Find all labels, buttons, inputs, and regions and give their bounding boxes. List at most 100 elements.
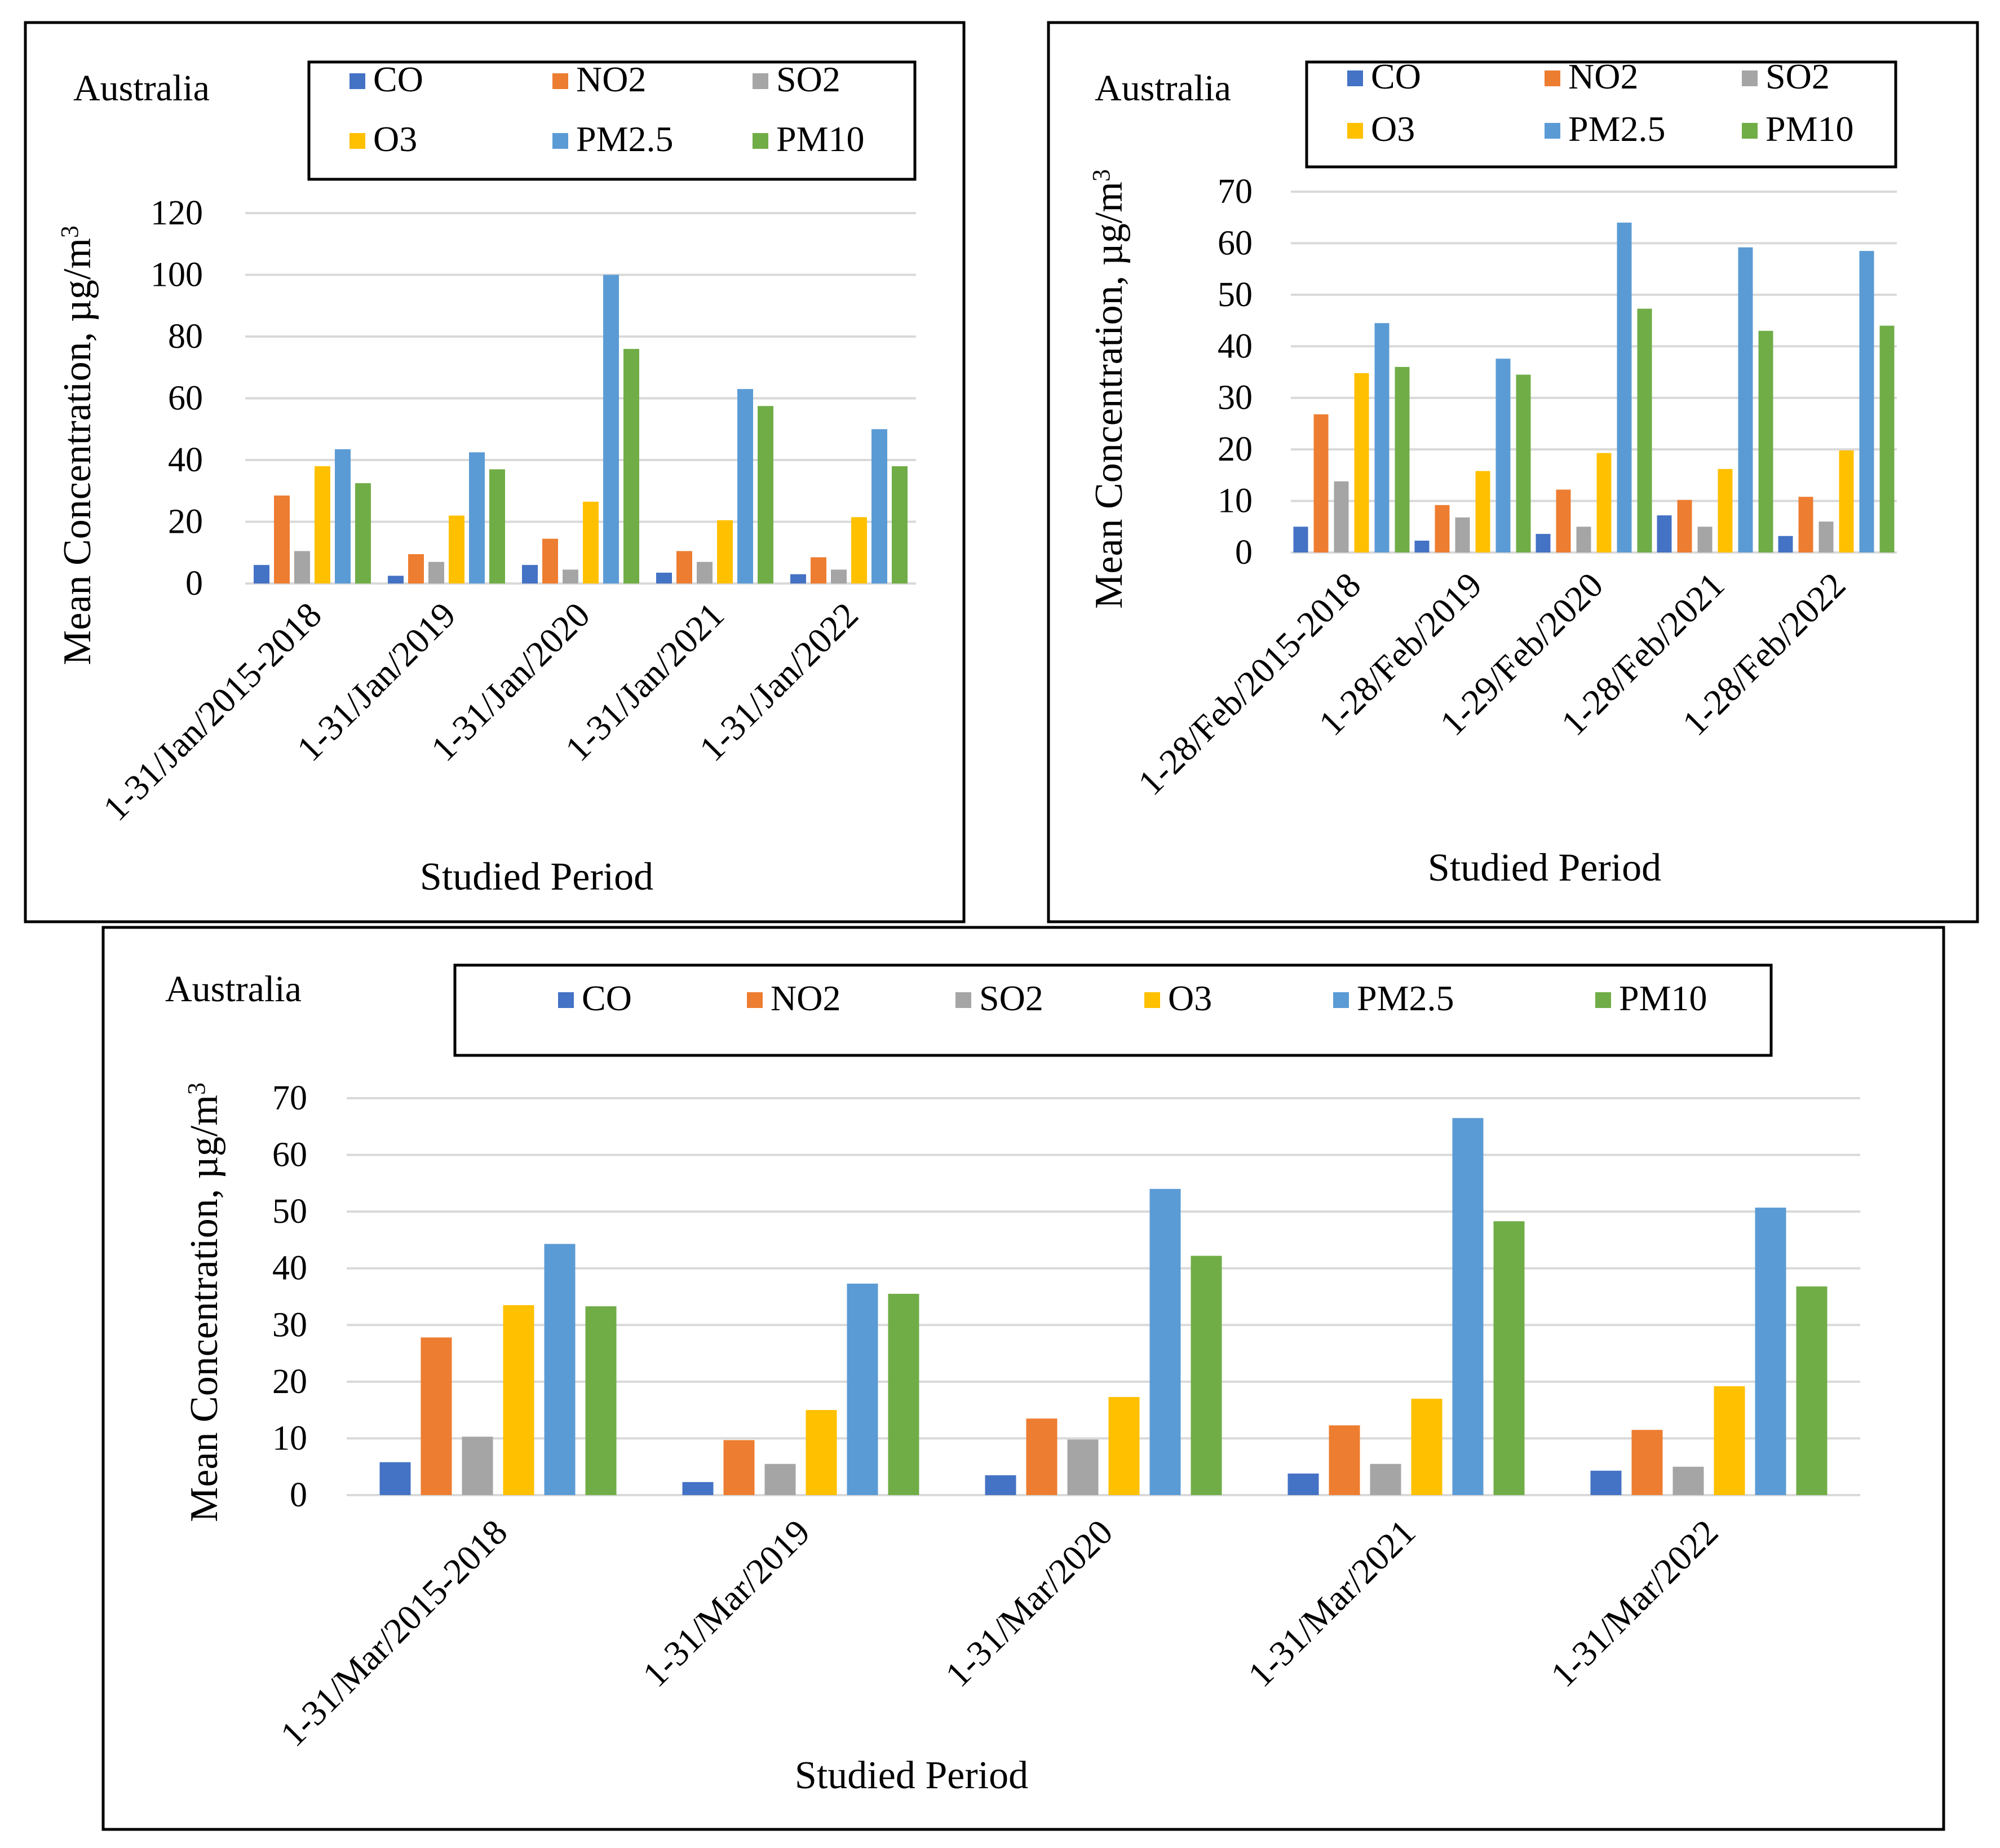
legend-label: CO	[1371, 56, 1421, 96]
x-category-label: 1-28/Feb/2015-2018	[1130, 565, 1368, 803]
legend-box	[307, 60, 917, 181]
bar-o3-3	[1108, 1397, 1140, 1495]
legend-label: PM2.5	[1568, 109, 1666, 149]
bar-o3-2	[449, 515, 464, 583]
bar-pm25-1	[1374, 323, 1390, 552]
bar-no2-1	[1313, 414, 1329, 552]
y-tick-label: 30	[1218, 379, 1253, 417]
bar-pm10-5	[892, 466, 908, 583]
bar-so2-2	[764, 1464, 796, 1495]
bar-no2-5	[1798, 497, 1813, 552]
y-tick-label: 40	[168, 441, 203, 479]
bar-co-5	[790, 574, 806, 583]
plot-area: 0204060801001201-31/Jan/2015-20181-31/Ja…	[95, 194, 916, 828]
bar-o3-2	[1475, 471, 1490, 552]
plot-area: 0 10 20 30 40 50 60 70 1-31/Mar/2015-2018 1-31/Ma…	[272, 1079, 1860, 1754]
chart-title: Australia	[73, 68, 210, 109]
bar-so2-5	[1672, 1466, 1704, 1495]
x-category-label: 1-31/Mar/2015-2018	[273, 1512, 515, 1754]
legend-swatch	[747, 992, 763, 1008]
legend-label: NO2	[771, 978, 840, 1018]
bar-pm25-5	[1755, 1208, 1786, 1495]
y-tick-label: 20	[272, 1363, 307, 1401]
y-tick-label: 20	[168, 503, 203, 541]
bar-o3-5	[1839, 450, 1854, 552]
bar-pm25-3	[1617, 222, 1632, 552]
bar-pm25-4	[737, 389, 753, 583]
legend-swatch	[1595, 992, 1611, 1008]
bar-so2-5	[831, 569, 847, 583]
bar-pm25-3	[1149, 1188, 1181, 1495]
bar-o3-3	[1596, 453, 1612, 552]
bar-o3-4	[717, 520, 733, 583]
chart-title: Australia	[1095, 68, 1231, 109]
y-axis-title-superscript: 3	[183, 1082, 210, 1095]
bar-co-1	[254, 565, 269, 583]
y-axis-title: Mean Concentration, µg/m3	[183, 1082, 226, 1522]
legend-swatch	[349, 133, 365, 149]
legend-label: SO2	[1766, 56, 1830, 96]
bar-pm25-4	[1738, 247, 1753, 552]
bar-co-2	[388, 576, 404, 583]
bar-pm10-2	[489, 469, 505, 583]
y-axis-title-superscript: 3	[56, 226, 83, 238]
bar-so2-4	[697, 562, 713, 583]
bar-o3-5	[851, 517, 867, 583]
legend-label: NO2	[1568, 56, 1638, 96]
bar-so2-2	[428, 562, 444, 583]
chart-panel-jan: Australia CO NO2 SO2 O3 PM2.5 PM10 0 20 40 60 80 1…	[24, 21, 966, 923]
y-axis-title-text: Mean Concentration, µg/m	[1087, 182, 1131, 609]
bar-co-2	[682, 1482, 714, 1495]
x-axis-title: Studied Period	[1428, 846, 1661, 890]
legend-label: CO	[582, 978, 632, 1018]
bar-pm25-4	[1452, 1118, 1484, 1495]
bar-so2-3	[563, 569, 578, 583]
legend-box	[453, 963, 1773, 1057]
y-tick-label: 40	[272, 1249, 307, 1288]
bar-co-4	[656, 572, 672, 583]
bar-co-3	[522, 565, 538, 583]
bar-no2-1	[421, 1337, 452, 1495]
chart-title: Australia	[165, 969, 302, 1010]
x-axis-title: Studied Period	[795, 1754, 1028, 1797]
y-axis-title-text: Mean Concentration, µg/m	[183, 1095, 226, 1522]
x-category-label: 1-31/Jan/2015-2018	[95, 595, 329, 829]
y-tick-label: 50	[1218, 276, 1253, 314]
x-axis-title: Studied Period	[420, 855, 653, 899]
legend-swatch	[558, 992, 574, 1008]
panel-frame	[24, 21, 966, 923]
bar-co-1	[1293, 527, 1308, 552]
legend-label: PM10	[1619, 978, 1707, 1018]
y-tick-label: 10	[272, 1419, 307, 1457]
legend-swatch	[1545, 70, 1560, 86]
bar-o3-2	[806, 1410, 837, 1495]
legend-label: PM2.5	[1357, 978, 1454, 1018]
y-tick-label: 0	[185, 564, 203, 603]
legend-swatch	[1347, 70, 1363, 86]
bar-so2-5	[1818, 521, 1834, 552]
panel-frame	[101, 926, 1945, 1831]
bar-pm25-5	[871, 429, 887, 583]
legend-label: CO	[373, 59, 423, 99]
chart-panel-feb: Australia CO NO2 SO2 O3 PM2.5 PM10 0 10 20 30 40 5…	[1047, 21, 1979, 923]
legend-label: O3	[373, 119, 417, 159]
bar-pm10-3	[1191, 1255, 1222, 1495]
bar-co-1	[379, 1462, 411, 1495]
legend-label: SO2	[776, 59, 840, 99]
legend: CO NO2 SO2 O3 PM2.5 PM10	[1347, 56, 1854, 149]
bar-o3-3	[583, 501, 599, 583]
bar-o3-5	[1714, 1386, 1745, 1495]
bar-pm25-2	[469, 452, 485, 583]
plot-area: 0102030405060701-28/Feb/2015-20181-28/Fe…	[1130, 173, 1897, 803]
bar-pm10-3	[623, 348, 639, 583]
y-tick-label: 20	[1218, 430, 1253, 468]
y-tick-label: 60	[272, 1136, 307, 1174]
legend-swatch	[552, 133, 568, 149]
bar-so2-2	[1455, 517, 1470, 552]
y-tick-label: 0	[290, 1476, 307, 1514]
legend-swatch	[1545, 123, 1560, 139]
y-tick-label: 80	[168, 317, 203, 356]
legend-label: O3	[1371, 109, 1415, 149]
bar-no2-3	[542, 538, 558, 583]
chart-panel-mar: Australia CO NO2 SO2 O3 PM2.5 PM10 0 10 20 30 40 5…	[101, 926, 1945, 1831]
